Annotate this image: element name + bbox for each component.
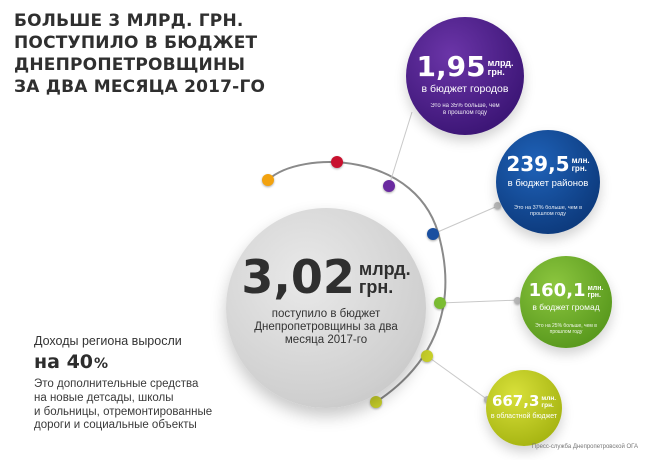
growth-intro: Доходы региона выросли — [34, 334, 182, 348]
press-credit: Пресс-служба Днепропетровской ОГА — [531, 444, 638, 450]
growth-value: на 40% — [34, 351, 274, 373]
cities-value: 1,95 — [416, 50, 486, 83]
oblast-label: в областной бюджет — [490, 413, 558, 420]
districts-budget-circle: 239,5 млн. грн. в бюджет районов Это на … — [496, 130, 600, 234]
connector-end-dot — [494, 202, 501, 209]
cities-label: в бюджет городов — [421, 83, 509, 95]
unit-line: млн. — [587, 285, 604, 292]
districts-note: Это на 37% больше, чем в прошлом году — [513, 205, 582, 218]
orange-dot — [262, 174, 274, 186]
unit-line: грн. — [541, 401, 554, 409]
headline-line: ПОСТУПИЛО В БЮДЖЕТ — [14, 33, 258, 53]
hromad-budget-circle: 160,1 млн. грн. в бюджет громад Это на 2… — [520, 256, 612, 348]
hromad-value: 160,1 — [528, 280, 586, 301]
total-label: поступило в бюджет Днепропетровщины за д… — [254, 308, 398, 347]
green-dot — [434, 297, 446, 309]
hromad-label: в бюджет громад — [532, 302, 600, 312]
headline-line: БОЛЬШЕ 3 МЛРД. ГРН. — [14, 11, 244, 31]
connector-line-hromad — [439, 299, 521, 304]
growth-value-number: на 40 — [34, 351, 94, 373]
unit-line: млрд. — [487, 58, 514, 68]
bottom-yellow-dot — [370, 396, 382, 408]
connector-end-dot — [514, 297, 521, 304]
headline-line: ЗА ДВА МЕСЯЦА 2017-ГО — [14, 77, 266, 97]
growth-description: Это дополнительные средства на новые дет… — [34, 378, 213, 432]
unit-line: млн. — [541, 395, 557, 402]
growth-value-percent: % — [94, 356, 109, 372]
total-value: 3,02 — [241, 250, 355, 304]
hromad-note: Это на 25% больше, чем в прошлом году — [535, 323, 597, 335]
unit-line: грн. — [587, 292, 601, 299]
connector-line-oblast — [426, 355, 489, 401]
connector-line-cities — [388, 111, 413, 187]
oblast-value: 667,3 — [491, 392, 540, 410]
yellow-green-dot — [421, 350, 433, 362]
unit-line: грн. — [358, 277, 394, 297]
districts-unit: млн. грн. — [572, 157, 590, 173]
headline-line: ДНЕПРОПЕТРОВЩИНЫ — [14, 55, 246, 75]
oblast-budget-circle: 667,3 млн. грн. в областной бюджет — [486, 370, 562, 446]
hromad-unit: млн. грн. — [588, 285, 604, 299]
unit-line: грн. — [571, 164, 587, 173]
growth-block: Доходы региона выросли на 40% Это дополн… — [34, 334, 274, 433]
headline: БОЛЬШЕ 3 МЛРД. ГРН. ПОСТУПИЛО В БЮДЖЕТ Д… — [14, 10, 314, 98]
red-dot — [331, 156, 343, 168]
cities-note: Это на 35% больше, чем в прошлом году — [430, 103, 500, 116]
cities-unit: млрд. грн. — [488, 59, 514, 77]
districts-value: 239,5 — [506, 152, 570, 176]
unit-line: млрд. — [358, 259, 411, 279]
unit-line: млн. — [571, 156, 590, 165]
districts-label: в бюджет районов — [507, 178, 589, 189]
cities-budget-circle: 1,95 млрд. грн. в бюджет городов Это на … — [406, 17, 524, 135]
purple-dot — [383, 180, 395, 192]
oblast-unit: млн. грн. — [541, 395, 557, 409]
total-budget-circle: 3,02 млрд. грн. поступило в бюджет Днепр… — [226, 208, 426, 408]
connector-line-districts — [432, 204, 501, 235]
total-unit: млрд. грн. — [359, 260, 411, 296]
blue-dot — [427, 228, 439, 240]
unit-line: грн. — [487, 67, 505, 77]
